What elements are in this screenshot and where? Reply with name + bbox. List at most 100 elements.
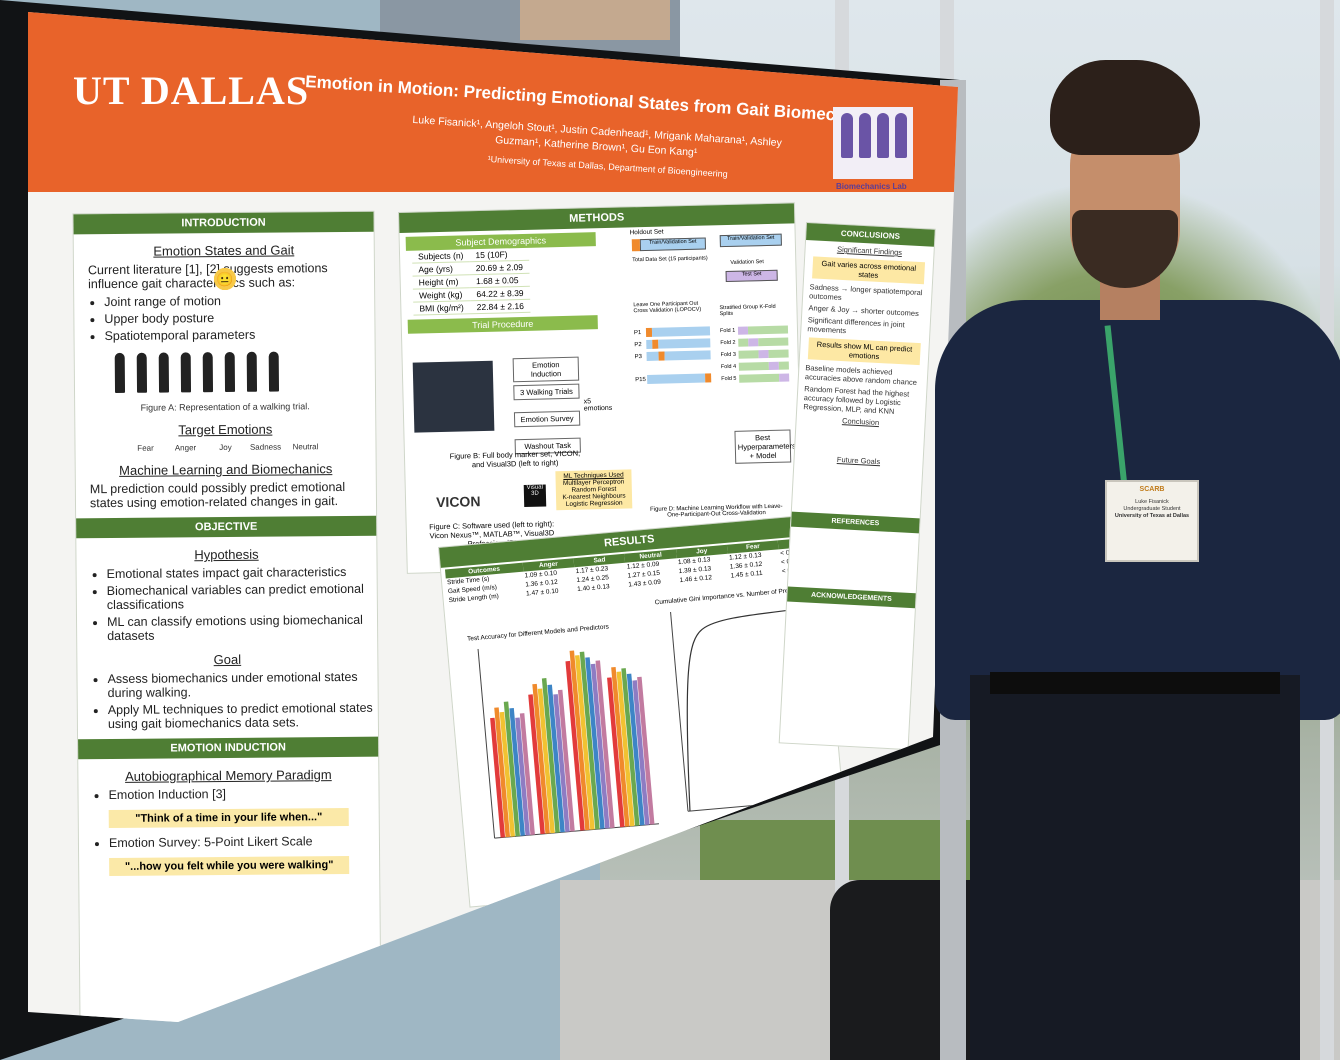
intro-subheading: Emotion States and Gait (153, 242, 295, 259)
accuracy-bar (637, 676, 655, 825)
methods-header: METHODS (399, 203, 795, 233)
finding-bullet: Random Forest had the highest accuracy f… (803, 384, 910, 416)
pants (970, 675, 1300, 1060)
induction-list: Emotion Induction [3] (108, 786, 378, 802)
quote-box: "...how you felt while you were walking" (109, 855, 350, 877)
accuracy-bar (626, 673, 645, 826)
finding-box: Gait varies across emotional states (812, 256, 926, 285)
emotion-faces: 😨Fear 😠Anger 🙂Joy 😞Sadness 😐Neutral (75, 267, 375, 454)
intro-bullets: Joint range of motion Upper body posture… (104, 293, 374, 343)
references-header: REFERENCES (791, 511, 920, 534)
finding-bullet: Sadness → longer spatiotemporal outcomes (808, 282, 923, 302)
emotion-neutral: 😐 Neutral (213, 267, 322, 451)
accuracy-bar (616, 671, 635, 827)
figure-b-caption: Figure B: Full body marker set, VICON, a… (449, 448, 581, 470)
ml-techniques-box: ML Techniques Used Multilayer Perceptron… (555, 469, 633, 511)
val-set-label: Validation Set (730, 259, 764, 266)
flow-step: Emotion Induction (512, 356, 580, 383)
accuracy-bar (557, 689, 575, 832)
ml-technique: Logistic Regression (565, 499, 623, 508)
accuracy-bar (565, 660, 585, 831)
paradigm-heading: Autobiographical Memory Paradigm (124, 767, 332, 784)
demographics-table: Subjects (n) 15 (10F) Age (yrs) 20.69 ± 2.… (411, 247, 531, 316)
survey-list: Emotion Survey: 5-Point Likert Scale (109, 834, 379, 850)
test-set-block: Test Set (725, 269, 778, 283)
holdout-block (631, 239, 641, 252)
accuracy-bar (532, 683, 550, 834)
holdout-label: Holdout Set (629, 228, 664, 237)
repeat-label: x5 emotions (583, 398, 613, 413)
stratified-label: Stratified Group K-Fold Splits (719, 303, 776, 318)
kfold-bars: Fold 1 Fold 2 Fold 3 Fold 4 Fold 5 (720, 321, 792, 387)
results-section: RESULTS OutcomesAngerSadNeutralJoyFearp … (438, 513, 851, 908)
train-val-block: Train/Validation Set (639, 237, 707, 252)
ut-dallas-logo: UT DALLAS (73, 68, 310, 113)
quote-box: "Think of a time in your life when..." (108, 807, 349, 829)
objective-header: OBJECTIVE (76, 515, 377, 539)
biomechanics-lab-logo (833, 107, 913, 179)
accuracy-bar (547, 684, 565, 833)
presenter: SCARB Luke Fisanick Undergraduate Studen… (930, 60, 1340, 1060)
emotion-fear: 😨Fear (128, 267, 237, 453)
accuracy-bar (553, 694, 570, 832)
figure-a-caption: Figure A: Representation of a walking tr… (140, 401, 310, 413)
belt (990, 672, 1280, 694)
conclusion-heading: Conclusion (841, 416, 880, 428)
goal-bullet: Apply ML techniques to predict emotional… (108, 701, 378, 731)
target-emotions-heading: Target Emotions (178, 421, 273, 438)
emotion-induction-header: EMOTION INDUCTION (78, 736, 379, 760)
gini-curve (686, 607, 806, 812)
accuracy-bar (590, 663, 610, 829)
finding-bullet: Baseline models achieved accuracies abov… (804, 363, 918, 388)
hypothesis-bullet: Emotional states impact gait characteris… (107, 565, 377, 581)
accuracy-bar (499, 711, 516, 837)
goal-bullet: Assess biomechanics under emotional stat… (107, 670, 377, 700)
hypothesis-heading: Hypothesis (194, 546, 259, 563)
hypothesis-bullet: Biomechanical variables can predict emot… (107, 582, 377, 612)
visual3d-logo: Visual 3D (523, 484, 547, 508)
badge-org: University of Texas at Dallas (1114, 513, 1190, 519)
name-badge: SCARB Luke Fisanick Undergraduate Studen… (1105, 480, 1199, 562)
flow-step: Emotion Survey (513, 410, 581, 428)
accuracy-bar (579, 651, 600, 830)
badge-name: Luke Fisanick (1135, 499, 1169, 505)
introduction-header: INTRODUCTION (73, 211, 374, 235)
acknowledgements-header: ACKNOWLEDGEMENTS (787, 586, 916, 609)
finding-box: Results show ML can predict emotions (807, 337, 921, 366)
research-poster: UT DALLAS Emotion in Motion: Predicting … (28, 12, 958, 1022)
marker-set-photo (412, 360, 495, 433)
accuracy-bar (621, 668, 640, 826)
accuracy-bar (585, 657, 605, 829)
accuracy-bar (509, 708, 525, 836)
emotion-joy: 🙂Joy (208, 267, 242, 452)
findings-heading: Significant Findings (836, 244, 903, 258)
accuracy-bar (503, 701, 520, 837)
finding-bullet: Significant differences in joint movemen… (807, 315, 906, 336)
demographics-panel: Subject Demographics Subjects (n) 15 (10F… (405, 232, 598, 334)
lopocv-bars: P1 P2 P3 P15 (634, 323, 715, 387)
table-row: BMI (kg/m²) 22.84 ± 2.16 (413, 299, 531, 316)
accuracy-bar (519, 713, 535, 836)
conclusions-column: CONCLUSIONS Significant Findings Gait va… (778, 222, 936, 751)
neutral-face-icon: 😐 (213, 267, 237, 291)
emotion-sadness: 😞Sadness (213, 267, 282, 452)
hypothesis-bullet: ML can classify emotions using biomechan… (107, 613, 377, 643)
ml-text: ML prediction could possibly predict emo… (89, 479, 346, 511)
accuracy-bar (515, 717, 530, 836)
ml-heading: Machine Learning and Biomechanics (119, 461, 333, 478)
poster-authors: Luke Fisanick¹, Angeloh Stout¹, Justin C… (412, 113, 783, 159)
accuracy-bar (537, 688, 555, 834)
lopocv-label: Leave One Participant Out Cross Validati… (633, 300, 702, 315)
accuracy-bar (607, 677, 625, 828)
intro-bullet: Spatiotemporal parameters (104, 327, 374, 343)
accuracy-bar (490, 717, 506, 838)
emotion-anger: 😠Anger (168, 267, 237, 452)
induction-item: Emotion Induction [3] (108, 786, 378, 802)
accuracy-bar-chart (477, 648, 660, 839)
figure-d-caption: Figure D: Machine Learning Workflow with… (649, 503, 783, 519)
methods-section: METHODS Subject Demographics Subjects (n… (398, 202, 804, 574)
accuracy-bar (494, 707, 511, 838)
beard (1072, 210, 1178, 288)
poster-title: Emotion in Motion: Predicting Emotional … (304, 72, 890, 128)
